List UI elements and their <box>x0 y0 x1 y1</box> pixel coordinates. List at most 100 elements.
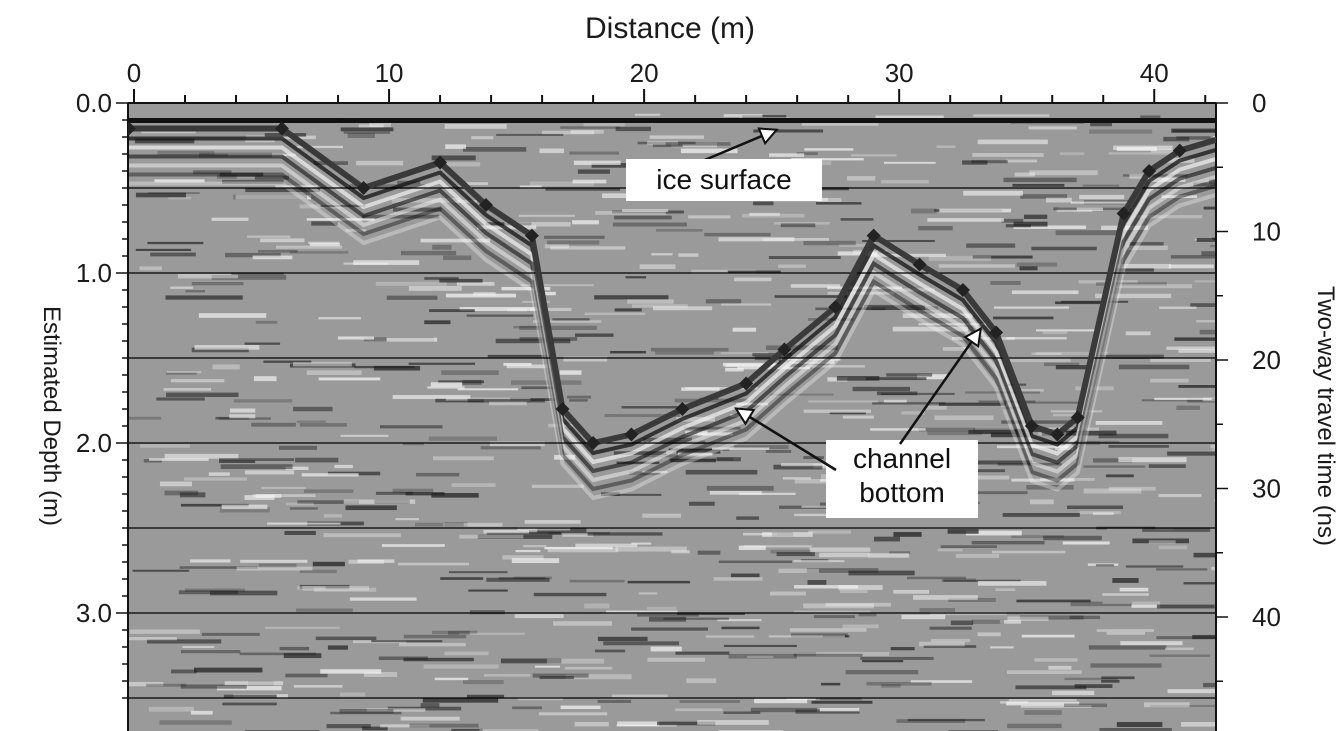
radargram-texture-band <box>1163 136 1190 142</box>
radargram-texture-band <box>875 115 944 121</box>
radargram-texture-band <box>403 657 474 662</box>
reflector-band <box>128 172 1216 492</box>
radargram-texture-band <box>1020 194 1068 199</box>
radargram-texture-band <box>769 153 805 157</box>
radargram-texture-band <box>1108 152 1173 155</box>
radargram-texture-band <box>233 194 308 200</box>
radargram-texture-band <box>615 126 652 132</box>
radargram-texture-band <box>299 584 350 590</box>
radargram-texture-band <box>972 153 1044 157</box>
radargram-texture-band <box>165 295 243 300</box>
radargram-texture-band <box>366 708 426 712</box>
radargram-texture-band <box>1108 486 1156 491</box>
radargram-texture-band <box>603 641 680 646</box>
radargram-texture-band <box>653 306 713 311</box>
x-tick-label: 20 <box>630 58 659 88</box>
radargram-texture-band <box>990 432 1032 438</box>
radargram-texture-band <box>939 208 1012 213</box>
radargram-texture-band <box>444 522 468 527</box>
radargram-texture-band <box>415 522 464 527</box>
radargram-texture-band <box>539 676 574 680</box>
radargram-texture-band <box>1210 444 1216 448</box>
radargram-texture-band <box>514 614 564 619</box>
radargram-texture-band <box>907 718 985 722</box>
radargram-texture-band <box>901 614 946 620</box>
radargram-texture-band <box>1069 615 1101 620</box>
radargram-texture-band <box>457 388 519 391</box>
radargram-texture-band <box>1059 152 1085 156</box>
radargram-texture-band <box>184 477 247 481</box>
radargram-texture-band <box>334 464 353 469</box>
y-tick-label: 1.0 <box>76 258 112 288</box>
radargram-texture-band <box>547 240 600 245</box>
radargram-texture-band <box>315 636 377 641</box>
radargram-texture-band <box>244 470 295 475</box>
radargram-texture-band <box>978 581 1047 586</box>
radargram-texture-band <box>179 566 258 569</box>
radargram-texture-band <box>610 350 646 354</box>
radargram-texture-band <box>971 160 1008 164</box>
radargram-texture-band <box>189 559 231 563</box>
radargram-texture-band <box>890 647 915 651</box>
radargram-texture-band <box>1158 545 1188 550</box>
radargram-texture-band <box>219 458 295 462</box>
radargram-texture-band <box>770 549 811 554</box>
radargram-texture-band <box>770 591 806 596</box>
radargram-texture-band <box>240 559 308 563</box>
radargram-texture-band <box>1158 494 1202 498</box>
radargram-texture-band <box>559 370 582 375</box>
radargram-texture-band <box>429 309 475 313</box>
radargram-texture-band <box>1064 677 1118 681</box>
radargram-texture-band <box>471 136 494 140</box>
radargram-texture-band <box>990 280 1021 285</box>
radargram-texture-band <box>649 135 705 139</box>
radargram-texture-band <box>1105 474 1134 478</box>
y2-tick-label: 30 <box>1252 474 1281 504</box>
radargram-texture-band <box>128 682 164 687</box>
radargram-texture-band <box>1055 230 1118 236</box>
radargram-texture-band <box>1011 478 1075 482</box>
radargram-texture-band <box>362 214 440 219</box>
radargram-texture-band <box>405 492 445 496</box>
radargram-texture-band <box>431 630 478 634</box>
radargram-texture-band <box>1006 701 1080 706</box>
radargram-texture-band <box>503 362 532 366</box>
radargram-texture-band <box>428 436 497 441</box>
radargram-texture-band <box>725 363 790 367</box>
radargram-texture-band <box>675 651 730 655</box>
radargram-texture-band <box>264 133 307 137</box>
radargram-texture-band <box>258 249 298 253</box>
radargram-texture-band <box>301 473 359 477</box>
radargram-texture-band <box>629 471 661 476</box>
radargram-texture-band <box>862 660 904 663</box>
radargram-texture-band <box>431 493 479 498</box>
radargram-texture-band <box>591 163 647 168</box>
radargram-texture-band <box>637 141 696 145</box>
radargram-texture-band <box>567 395 592 399</box>
radargram-texture-band <box>811 700 873 704</box>
radargram-texture-band <box>803 603 875 609</box>
radargram-texture-band <box>965 391 1040 394</box>
radargram-texture-band <box>519 185 542 189</box>
radargram-texture-band <box>380 724 430 728</box>
radargram-texture-band <box>340 434 389 437</box>
y-axis-label: Estimated Depth (m) <box>38 306 65 526</box>
radargram-texture-band <box>513 576 552 580</box>
radargram-texture-band <box>1048 665 1072 670</box>
radargram-texture-band <box>506 364 555 369</box>
radargram-texture-band <box>258 563 297 568</box>
radargram-texture-band <box>597 636 648 642</box>
radargram-texture-band <box>141 129 196 134</box>
radargram-texture-band <box>872 402 946 405</box>
radargram-texture-band <box>991 550 1066 554</box>
radargram-texture-band <box>190 710 213 715</box>
radargram-texture-band <box>807 580 827 585</box>
radargram-texture-band <box>1014 172 1035 177</box>
radargram-texture-band <box>766 345 839 351</box>
radargram-texture-band <box>1070 201 1133 204</box>
radargram-texture-band <box>386 337 438 342</box>
channel-bottom-arrow <box>898 327 982 445</box>
radargram-texture-band <box>297 586 326 590</box>
data-point-marker <box>586 436 601 450</box>
radargram-texture-band <box>846 176 876 181</box>
